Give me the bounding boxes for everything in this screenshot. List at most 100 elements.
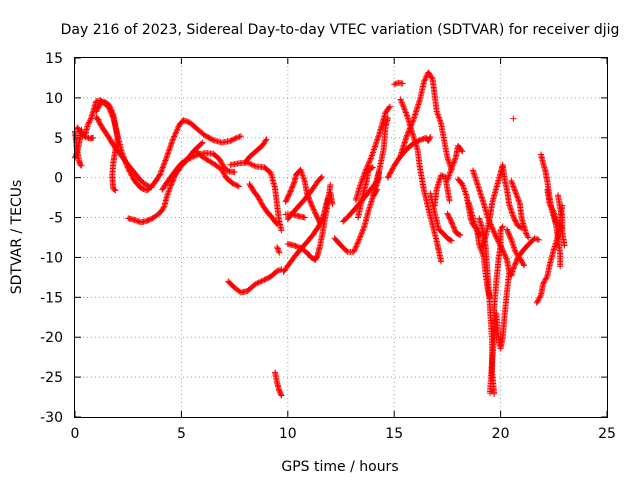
data-point: [255, 279, 262, 286]
data-point: [255, 193, 262, 200]
data-point: [550, 207, 557, 214]
data-point: [536, 294, 543, 301]
data-point: [148, 184, 155, 191]
data-point: [162, 156, 169, 163]
data-point: [503, 255, 510, 262]
data-point: [445, 172, 452, 179]
data-point: [549, 206, 556, 213]
data-point: [403, 132, 410, 139]
data-point: [461, 187, 468, 194]
data-point: [366, 159, 373, 166]
data-point: [357, 233, 364, 240]
data-point: [463, 191, 470, 198]
data-point: [445, 211, 452, 218]
data-point: [275, 246, 282, 253]
data-point: [307, 199, 314, 206]
data-point: [285, 192, 292, 199]
data-point: [250, 162, 257, 169]
data-point: [428, 74, 435, 81]
data-point: [535, 236, 542, 243]
data-point: [106, 102, 113, 109]
data-point: [436, 117, 443, 124]
data-point: [305, 193, 312, 200]
data-point: [368, 164, 375, 171]
data-point: [172, 130, 179, 137]
data-point: [174, 124, 181, 131]
data-point: [510, 265, 517, 272]
data-point: [93, 107, 100, 114]
data-point: [448, 166, 455, 173]
x-tick-label: 25: [598, 426, 616, 442]
data-point: [370, 146, 377, 153]
data-point: [444, 175, 451, 182]
data-point: [219, 161, 226, 168]
data-point: [364, 163, 371, 170]
data-point: [447, 169, 454, 176]
data-point: [191, 152, 198, 159]
data-point: [451, 158, 458, 165]
data-point: [484, 214, 491, 221]
data-point: [533, 299, 540, 306]
data-point: [169, 136, 176, 143]
data-point: [263, 136, 270, 143]
data-point: [355, 237, 362, 244]
data-point: [524, 233, 531, 240]
data-point: [263, 275, 270, 282]
data-point: [144, 182, 151, 189]
data-point: [171, 133, 178, 140]
data-point: [444, 177, 451, 184]
y-tick-label: -30: [40, 410, 63, 426]
data-point: [158, 168, 165, 175]
data-point: [367, 155, 374, 162]
data-point: [399, 80, 406, 87]
data-point: [359, 175, 366, 182]
data-point: [478, 244, 485, 251]
data-point: [486, 218, 493, 225]
data-point: [391, 81, 398, 88]
data-point: [540, 279, 547, 286]
data-point: [506, 233, 513, 240]
data-point: [284, 194, 291, 201]
data-point: [501, 251, 508, 258]
data-point: [433, 108, 440, 115]
data-point: [262, 137, 269, 144]
data-point: [364, 162, 371, 169]
data-point: [95, 104, 102, 111]
data-point: [255, 195, 262, 202]
data-point: [444, 156, 451, 163]
data-point: [402, 109, 409, 116]
data-point: [287, 187, 294, 194]
data-point: [371, 188, 378, 195]
data-point: [371, 145, 378, 152]
data-point: [490, 228, 497, 235]
data-point: [84, 134, 91, 141]
data-point: [235, 183, 242, 190]
data-point: [458, 147, 465, 154]
data-point: [509, 182, 516, 189]
data-point: [400, 103, 407, 110]
data-point: [85, 120, 92, 127]
data-point: [452, 155, 459, 162]
data-point: [257, 199, 264, 206]
data-point: [199, 139, 206, 146]
data-point: [301, 177, 308, 184]
data-point: [218, 158, 225, 165]
data-point: [459, 148, 466, 155]
data-point: [422, 76, 429, 83]
data-point: [219, 168, 226, 175]
data-point: [360, 173, 367, 180]
data-point: [511, 186, 518, 193]
data-point: [351, 247, 358, 254]
data-point: [360, 224, 367, 231]
data-point: [459, 182, 466, 189]
data-point: [157, 170, 164, 177]
data-point: [288, 185, 295, 192]
data-point: [160, 161, 167, 168]
data-point: [306, 197, 313, 204]
data-point: [444, 210, 451, 217]
data-point: [283, 196, 290, 203]
data-point: [384, 114, 391, 121]
data-point: [77, 161, 84, 168]
y-tick-label: 10: [45, 91, 63, 107]
data-point: [359, 229, 366, 236]
